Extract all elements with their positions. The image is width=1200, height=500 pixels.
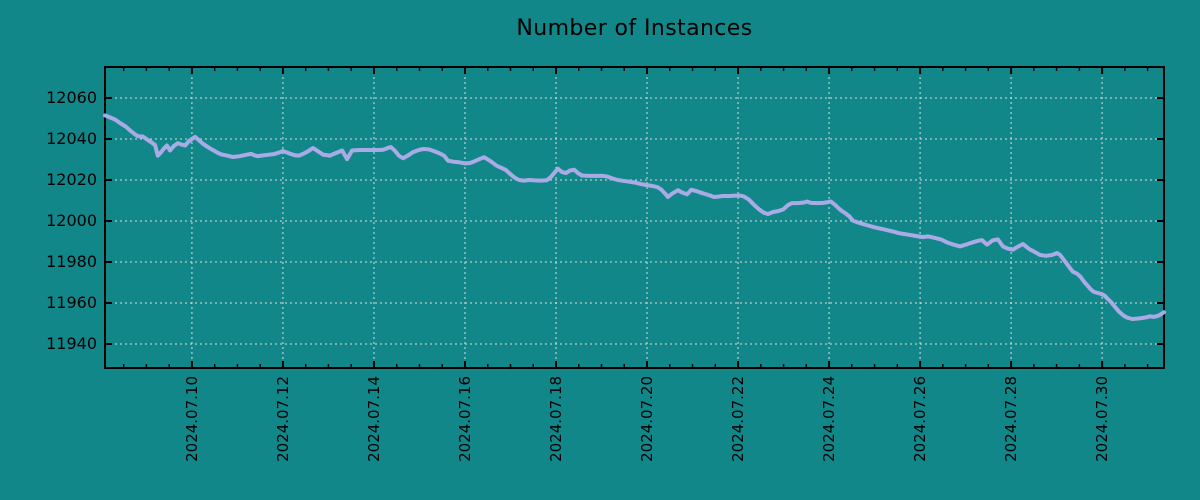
y-tick-label: 11960 <box>46 293 97 312</box>
x-tick-label: 2024.07.18 <box>546 376 565 462</box>
x-tick-label: 2024.07.30 <box>1093 376 1112 462</box>
x-tick-label: 2024.07.28 <box>1002 376 1021 462</box>
x-tick-label: 2024.07.14 <box>364 376 383 462</box>
y-tick-label: 11980 <box>46 251 97 271</box>
plot-border <box>104 66 1165 369</box>
x-tick-label: 2024.07.22 <box>729 376 748 462</box>
y-tick-label: 12020 <box>46 169 97 189</box>
series-line-instances <box>103 113 1166 321</box>
x-tick-label: 2024.07.16 <box>455 376 474 462</box>
y-tick-label: 12060 <box>46 87 97 107</box>
x-tick-label: 2024.07.20 <box>638 376 656 462</box>
x-tick-label: 2024.07.24 <box>820 376 839 462</box>
x-tick-label: 2024.07.26 <box>911 376 930 462</box>
x-tick-label: 2024.07.12 <box>273 376 292 462</box>
y-tick-label: 11940 <box>46 334 97 353</box>
x-tick-label: 2024.07.10 <box>182 376 201 462</box>
y-tick-label: 12000 <box>46 210 97 230</box>
chart-title: Number of Instances <box>516 16 753 41</box>
y-tick-label: 12040 <box>46 128 97 148</box>
